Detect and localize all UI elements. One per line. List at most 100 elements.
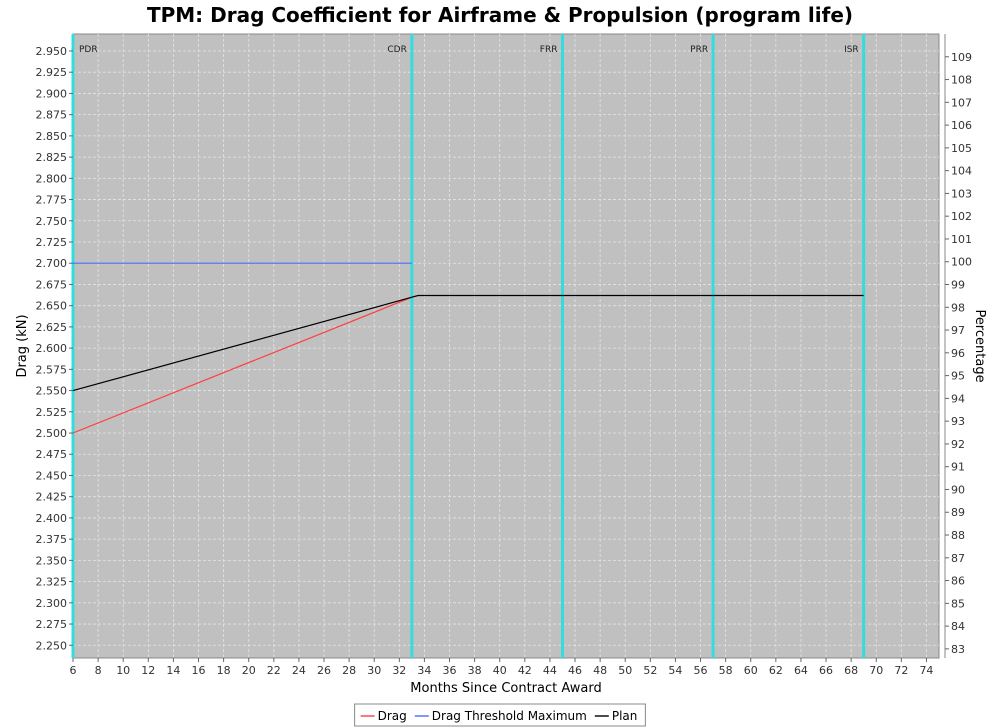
y2-tick-label: 87 bbox=[951, 552, 965, 565]
y-axis-label: Drag (kN) bbox=[15, 314, 30, 377]
x-tick-label: 10 bbox=[116, 664, 130, 677]
x-tick-label: 50 bbox=[618, 664, 632, 677]
y-tick-label: 2.900 bbox=[36, 87, 68, 100]
x-tick-label: 72 bbox=[894, 664, 908, 677]
y-tick-label: 2.800 bbox=[36, 172, 68, 185]
legend-entry: Plan bbox=[612, 709, 638, 723]
x-tick-label: 48 bbox=[593, 664, 607, 677]
series-line bbox=[72, 294, 864, 392]
x-tick-label: 22 bbox=[267, 664, 281, 677]
y-tick-label: 2.850 bbox=[36, 130, 68, 143]
y-tick-label: 2.325 bbox=[36, 576, 68, 589]
x-tick-label: 42 bbox=[518, 664, 532, 677]
y-tick-label: 2.525 bbox=[36, 406, 68, 419]
y2-tick-label: 107 bbox=[951, 96, 972, 109]
y-tick-label: 2.925 bbox=[36, 66, 68, 79]
y-tick-label: 2.600 bbox=[36, 342, 68, 355]
y2-tick-label: 103 bbox=[951, 187, 972, 200]
y-tick-label: 2.375 bbox=[36, 533, 68, 546]
axes: 2.250 2.275 2.300 2.325 2.350 2.375 2.400 2.425… bbox=[36, 34, 972, 677]
y2-tick-label: 94 bbox=[951, 392, 965, 405]
x-tick-label: 66 bbox=[819, 664, 833, 677]
x-tick-label: 40 bbox=[493, 664, 507, 677]
y-tick-label: 2.300 bbox=[36, 597, 68, 610]
y2-tick-label: 88 bbox=[951, 529, 965, 542]
x-tick-label: 30 bbox=[367, 664, 381, 677]
x-tick-label: 70 bbox=[869, 664, 883, 677]
legend-entry: Drag bbox=[378, 709, 407, 723]
x-tick-label: 74 bbox=[919, 664, 933, 677]
gridlines bbox=[72, 34, 939, 658]
y-tick-label: 2.475 bbox=[36, 448, 68, 461]
x-tick-label: 18 bbox=[217, 664, 231, 677]
milestone-label: PRR bbox=[690, 45, 708, 55]
x-tick-label: 52 bbox=[643, 664, 657, 677]
x-tick-label: 6 bbox=[70, 664, 77, 677]
legend-entry: Drag Threshold Maximum bbox=[432, 709, 587, 723]
y-tick-label: 2.625 bbox=[36, 321, 68, 334]
y2-tick-label: 97 bbox=[951, 324, 965, 337]
x-tick-label: 44 bbox=[543, 664, 557, 677]
milestone-label: PDR bbox=[79, 45, 98, 55]
y-tick-label: 2.250 bbox=[36, 639, 68, 652]
x-tick-label: 46 bbox=[568, 664, 582, 677]
milestone-label: ISR bbox=[844, 45, 859, 55]
milestone-label: FRR bbox=[540, 45, 558, 55]
y-tick-label: 2.875 bbox=[36, 109, 68, 122]
y2-tick-label: 101 bbox=[951, 233, 972, 246]
y-tick-label: 2.825 bbox=[36, 151, 68, 164]
y2-tick-label: 92 bbox=[951, 438, 965, 451]
y2-tick-label: 98 bbox=[951, 301, 965, 314]
y2-tick-label: 102 bbox=[951, 210, 972, 223]
y-tick-label: 2.700 bbox=[36, 257, 68, 270]
y-tick-label: 2.425 bbox=[36, 491, 68, 504]
milestone-markers: PDR CDR FRR PRR ISR bbox=[71, 34, 866, 658]
x-tick-label: 16 bbox=[192, 664, 206, 677]
y2-tick-label: 85 bbox=[951, 597, 965, 610]
x-tick-label: 8 bbox=[95, 664, 102, 677]
x-tick-label: 62 bbox=[769, 664, 783, 677]
y2-tick-label: 108 bbox=[951, 74, 972, 87]
y2-tick-label: 95 bbox=[951, 370, 965, 383]
y-tick-label: 2.675 bbox=[36, 278, 68, 291]
x-tick-label: 64 bbox=[794, 664, 808, 677]
x-tick-label: 54 bbox=[668, 664, 682, 677]
legend: Drag Drag Threshold Maximum Plan bbox=[354, 703, 646, 727]
y-tick-label: 2.950 bbox=[36, 45, 68, 58]
y-tick-label: 2.775 bbox=[36, 194, 68, 207]
milestone-label: CDR bbox=[387, 45, 406, 55]
y-tick-label: 2.550 bbox=[36, 385, 68, 398]
x-axis-label: Months Since Contract Award bbox=[410, 681, 601, 696]
x-tick-label: 26 bbox=[317, 664, 331, 677]
y2-axis-label: Percentage bbox=[972, 309, 987, 382]
y2-tick-label: 83 bbox=[951, 643, 965, 656]
y-tick-label: 2.500 bbox=[36, 427, 68, 440]
y-tick-label: 2.450 bbox=[36, 469, 68, 482]
x-tick-label: 24 bbox=[292, 664, 306, 677]
y2-tick-label: 109 bbox=[951, 51, 972, 64]
y-tick-label: 2.350 bbox=[36, 554, 68, 567]
series-line bbox=[72, 296, 413, 434]
y2-tick-label: 89 bbox=[951, 506, 965, 519]
x-tick-label: 68 bbox=[844, 664, 858, 677]
y2-tick-label: 93 bbox=[951, 415, 965, 428]
y-tick-label: 2.650 bbox=[36, 300, 68, 313]
plot-area bbox=[72, 33, 940, 659]
x-tick-label: 28 bbox=[342, 664, 356, 677]
x-tick-label: 12 bbox=[141, 664, 155, 677]
y2-tick-label: 99 bbox=[951, 279, 965, 292]
y2-tick-label: 96 bbox=[951, 347, 965, 360]
x-tick-label: 14 bbox=[166, 664, 180, 677]
x-tick-label: 38 bbox=[468, 664, 482, 677]
y-tick-label: 2.575 bbox=[36, 363, 68, 376]
y2-tick-label: 86 bbox=[951, 575, 965, 588]
x-tick-label: 56 bbox=[694, 664, 708, 677]
data-series bbox=[72, 262, 864, 434]
x-tick-label: 58 bbox=[719, 664, 733, 677]
y-tick-label: 2.275 bbox=[36, 618, 68, 631]
x-tick-label: 36 bbox=[443, 664, 457, 677]
legend-box bbox=[354, 703, 646, 727]
y2-tick-label: 104 bbox=[951, 165, 972, 178]
y2-tick-label: 90 bbox=[951, 483, 965, 496]
y2-tick-label: 105 bbox=[951, 142, 972, 155]
